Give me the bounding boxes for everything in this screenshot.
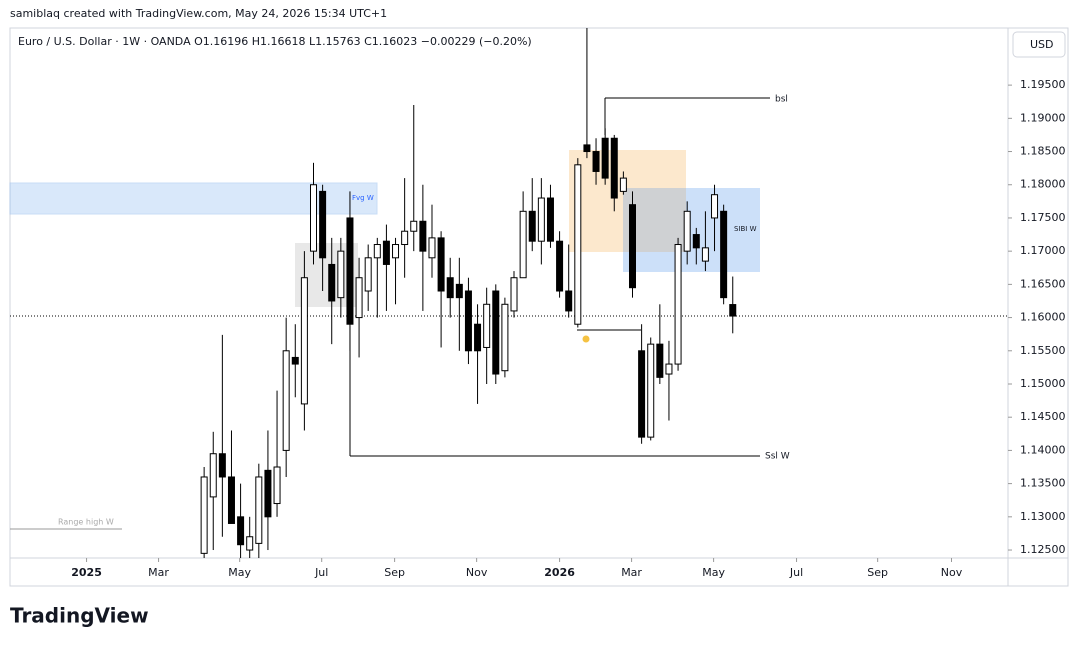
candle-body (291, 356, 299, 365)
candle-body (510, 277, 518, 312)
x-tick-label: 2025 (71, 566, 102, 579)
y-tick-label: 1.13000 (1020, 510, 1066, 523)
x-tick-label: May (702, 566, 725, 579)
candle-body (501, 303, 509, 372)
x-tick-label: Nov (941, 566, 963, 579)
candle-body (455, 283, 463, 299)
candle-body (246, 536, 254, 551)
candle-body (711, 194, 719, 219)
candle-body (337, 250, 345, 299)
candle-body (209, 453, 217, 498)
candle-body (528, 210, 536, 242)
x-tick-label: Mar (621, 566, 642, 579)
x-tick-label: 2026 (544, 566, 575, 579)
candle-body (665, 363, 673, 375)
candle-body (328, 263, 336, 302)
candle-body (464, 290, 472, 352)
x-tick-label: Sep (867, 566, 888, 579)
candle-body (647, 343, 655, 438)
candle-body (619, 177, 627, 192)
x-tick-label: Jul (789, 566, 803, 579)
candle-body (565, 290, 573, 312)
brand: TradingView (10, 604, 149, 628)
candle-body (237, 516, 245, 546)
y-tick-label: 1.14000 (1020, 443, 1066, 456)
candle-body (218, 453, 226, 478)
y-tick-label: 1.12500 (1020, 543, 1066, 556)
y-tick-label: 1.16500 (1020, 277, 1066, 290)
candle-body (592, 151, 600, 172)
y-tick-label: 1.19000 (1020, 111, 1066, 124)
candle-body (729, 304, 737, 317)
candle-body (310, 184, 318, 252)
x-tick-label: Sep (384, 566, 405, 579)
y-tick-label: 1.18000 (1020, 178, 1066, 191)
y-tick-label: 1.19500 (1020, 78, 1066, 91)
candle-body (638, 350, 646, 438)
candle-body (264, 469, 272, 518)
currency-button[interactable] (1012, 31, 1066, 58)
candle-body (674, 244, 682, 365)
candle-body (410, 220, 418, 232)
candle-body (419, 220, 427, 252)
fvg-label: Fvg W (352, 194, 374, 202)
candle-body (355, 277, 363, 319)
chart-title: Euro / U.S. Dollar · 1W · OANDA O1.16196… (18, 35, 532, 48)
candle-body (537, 197, 545, 242)
currency[interactable]: USD (1030, 38, 1054, 51)
bsl-label: bsl (775, 95, 788, 105)
candle-body (437, 237, 445, 292)
x-tick-label: Nov (466, 566, 488, 579)
candle-body (483, 303, 491, 348)
candle-body (519, 210, 527, 279)
candle-body (428, 237, 436, 259)
candle-body (546, 197, 554, 242)
candle-body (373, 244, 381, 259)
candle-body (273, 466, 281, 505)
idea-icon[interactable] (582, 335, 590, 343)
x-tick-label: Mar (148, 566, 169, 579)
y-tick-label: 1.14500 (1020, 410, 1066, 423)
y-tick-label: 1.13500 (1020, 477, 1066, 490)
candle-body (683, 210, 691, 252)
candle-body (474, 323, 482, 352)
y-tick-label: 1.15000 (1020, 377, 1066, 390)
candle-body (446, 277, 454, 299)
candle-body (255, 476, 263, 544)
candle-body (392, 244, 400, 259)
x-tick-label: May (228, 566, 251, 579)
y-tick-label: 1.16000 (1020, 311, 1066, 324)
candle-body (692, 234, 700, 249)
candle-body (701, 247, 709, 262)
x-tick-label: Jul (314, 566, 328, 579)
y-tick-label: 1.17000 (1020, 244, 1066, 257)
candle-body (300, 277, 308, 405)
credit: samiblaq created with TradingView.com, M… (10, 7, 387, 20)
candle-body (610, 137, 618, 199)
y-tick-label: 1.18500 (1020, 145, 1066, 158)
candle-body (282, 350, 290, 451)
candle-body (200, 476, 208, 554)
candle-body (319, 190, 327, 259)
candle-body (346, 217, 354, 325)
candle-body (720, 210, 728, 299)
ssl-label: Ssl W (765, 452, 790, 462)
y-tick-label: 1.17500 (1020, 211, 1066, 224)
candle-body (382, 240, 390, 265)
candle-body (583, 144, 591, 153)
candle-body (628, 204, 636, 289)
sibi-label: SIBI W (734, 225, 757, 233)
candle-body (364, 257, 372, 292)
candle-body (401, 230, 409, 246)
frame (9, 27, 1069, 587)
candle-body (601, 137, 609, 179)
y-tick-label: 1.15500 (1020, 344, 1066, 357)
candle-body (227, 476, 235, 524)
candle-body (556, 240, 564, 292)
candle-body (656, 343, 664, 378)
range-label: Range high W (58, 518, 114, 527)
candle-body (492, 290, 500, 375)
candle-body (574, 164, 582, 325)
